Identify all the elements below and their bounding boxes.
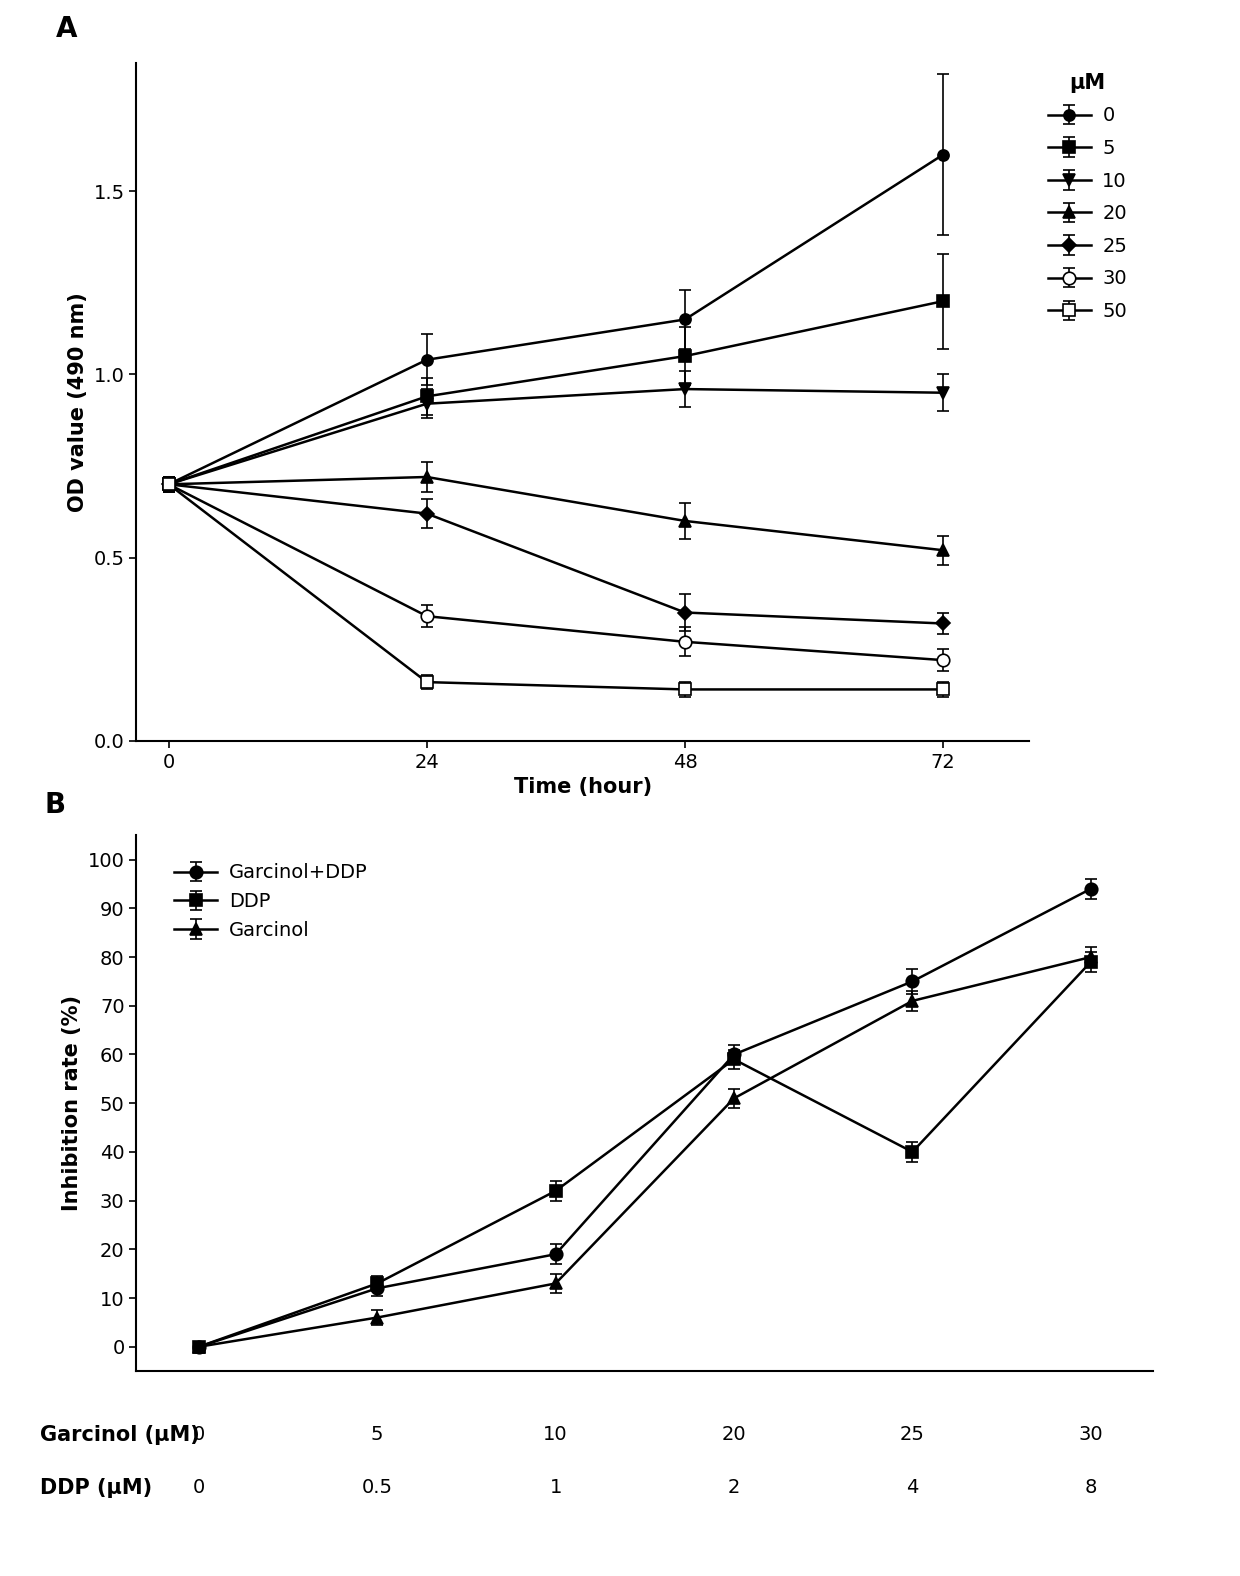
Text: DDP (μM): DDP (μM) — [40, 1478, 153, 1499]
Y-axis label: Inhibition rate (%): Inhibition rate (%) — [62, 994, 82, 1212]
Legend: 0, 5, 10, 20, 25, 30, 50: 0, 5, 10, 20, 25, 30, 50 — [1048, 72, 1127, 322]
Text: B: B — [45, 791, 66, 820]
Text: 10: 10 — [543, 1425, 568, 1444]
Text: 4: 4 — [906, 1478, 919, 1497]
Text: A: A — [56, 14, 78, 43]
Y-axis label: OD value (490 nm): OD value (490 nm) — [68, 292, 88, 512]
Text: 8: 8 — [1085, 1478, 1097, 1497]
Text: 0.5: 0.5 — [362, 1478, 393, 1497]
Text: 1: 1 — [549, 1478, 562, 1497]
Text: 5: 5 — [371, 1425, 383, 1444]
Text: 0: 0 — [192, 1478, 205, 1497]
Legend: Garcinol+DDP, DDP, Garcinol: Garcinol+DDP, DDP, Garcinol — [166, 856, 374, 947]
Text: Garcinol (μM): Garcinol (μM) — [40, 1425, 200, 1445]
Text: 2: 2 — [728, 1478, 740, 1497]
X-axis label: Time (hour): Time (hour) — [513, 777, 652, 797]
Text: 30: 30 — [1079, 1425, 1104, 1444]
Text: 0: 0 — [192, 1425, 205, 1444]
Text: 25: 25 — [900, 1425, 925, 1444]
Text: 20: 20 — [722, 1425, 746, 1444]
